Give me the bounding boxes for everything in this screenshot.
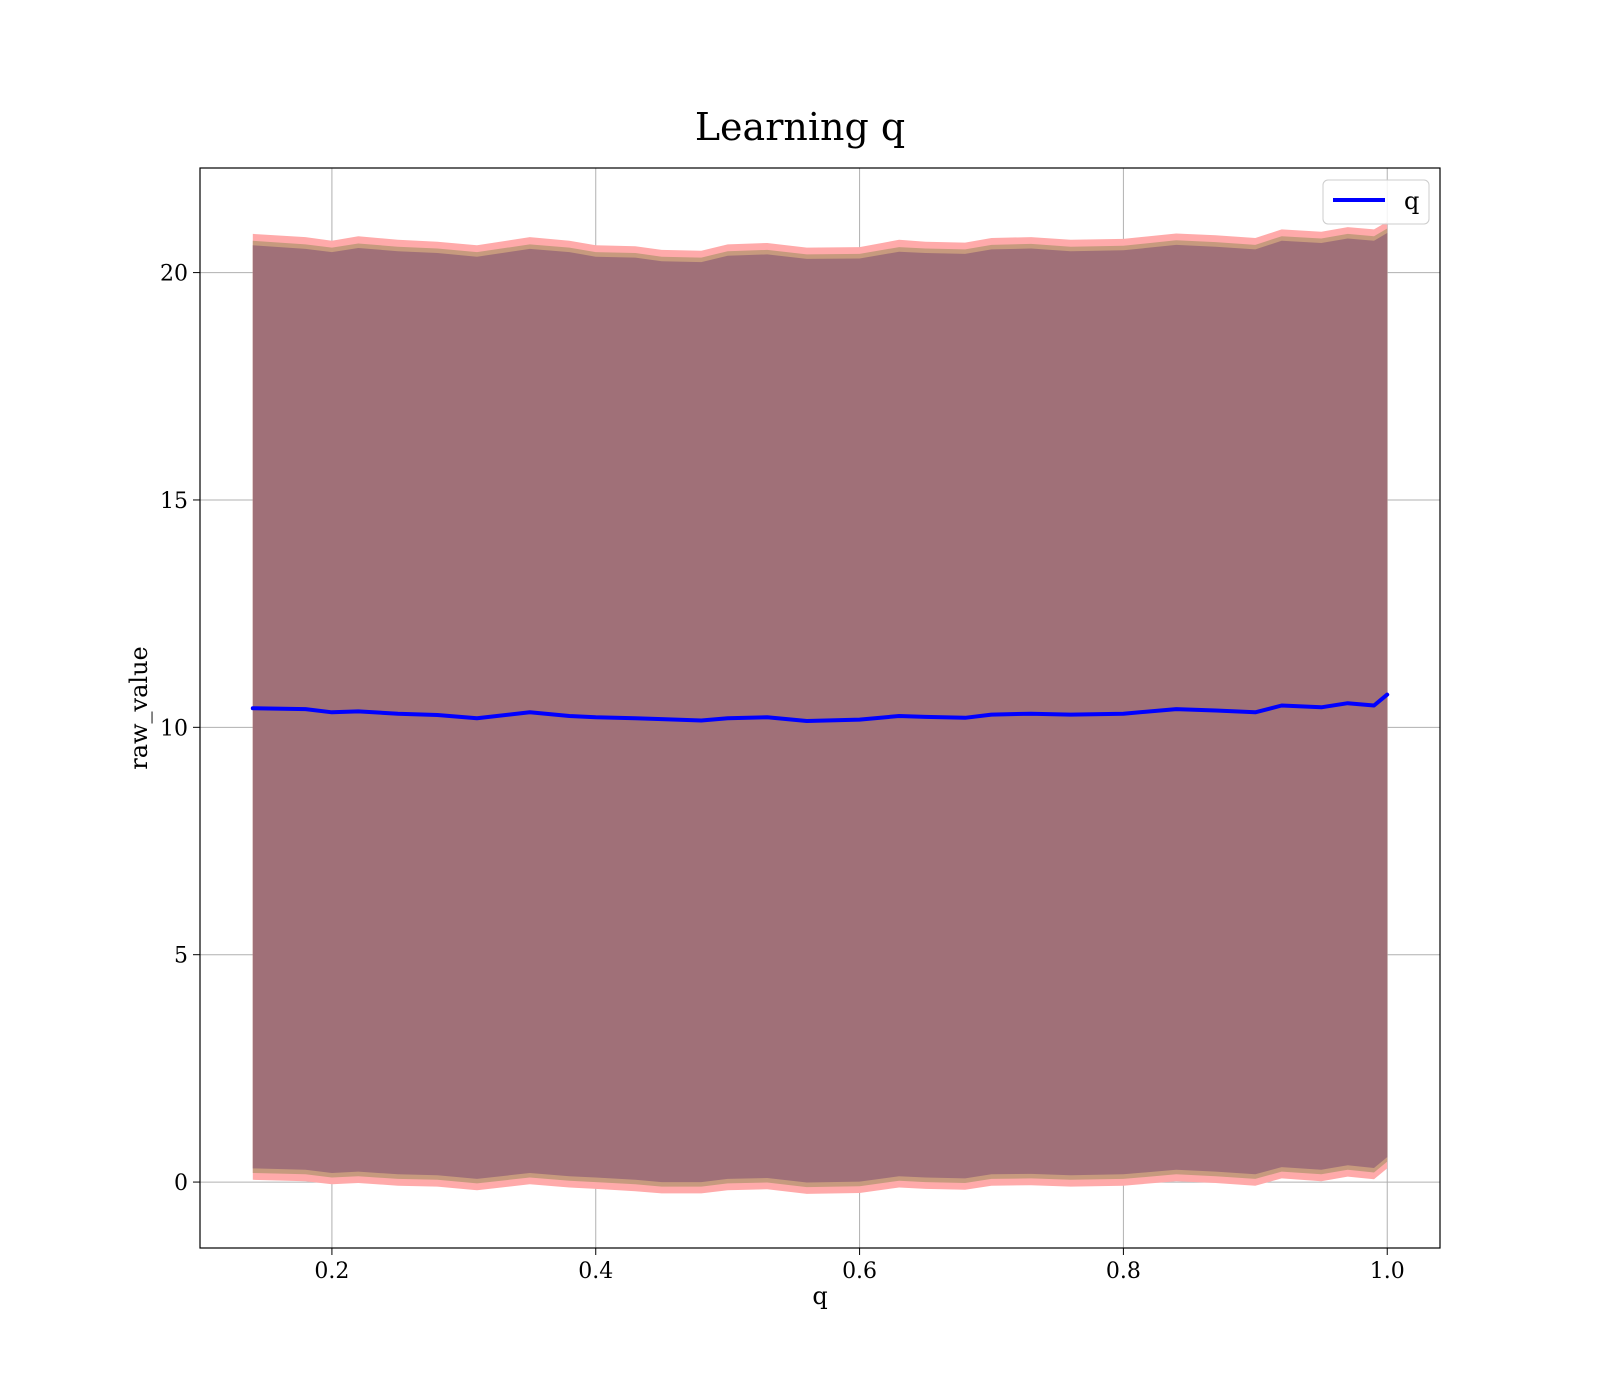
legend: q	[1322, 179, 1430, 225]
x-tick-label: 0.4	[578, 1259, 613, 1284]
x-tick-label: 1.0	[1370, 1259, 1405, 1284]
x-tick-label: 0.6	[842, 1259, 877, 1284]
confidence-band-3	[252, 233, 1388, 1183]
y-tick-label: 20	[160, 262, 188, 287]
x-tick-label: 0.2	[314, 1259, 349, 1284]
axis-ticks: 0.2 0.4 0.6 0.8 1.0 0 5 10 15 20	[160, 262, 1405, 1284]
series-lines	[250, 692, 1390, 723]
plot-area-frame	[199, 167, 1441, 1249]
y-tick-label: 5	[174, 944, 188, 969]
y-tick-label: 15	[160, 489, 188, 514]
y-tick-label: 10	[160, 716, 188, 741]
series-line-q	[250, 692, 1390, 723]
legend-label: q	[1404, 187, 1419, 215]
x-tick-label: 0.8	[1106, 1259, 1141, 1284]
x-axis-label: q	[812, 1282, 827, 1310]
confidence-bands	[252, 221, 1388, 1194]
chart-title: Learning q	[695, 105, 905, 149]
y-axis-label: raw_value	[125, 646, 153, 770]
y-tick-label: 0	[174, 1171, 188, 1196]
